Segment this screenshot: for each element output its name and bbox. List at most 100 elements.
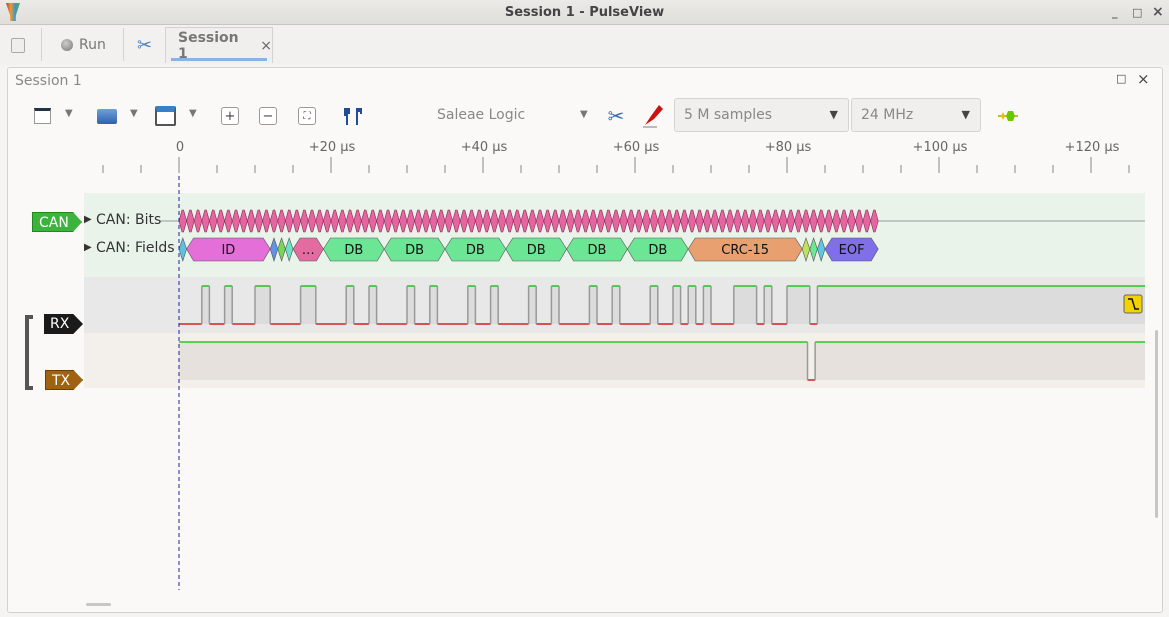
decoder-row-bg bbox=[84, 193, 1145, 277]
rx-high-fill bbox=[673, 286, 681, 324]
rx-high-fill bbox=[764, 286, 772, 324]
configure-device-icon: ✂ bbox=[607, 104, 625, 128]
divider bbox=[41, 28, 42, 61]
field-label: DB bbox=[466, 243, 485, 258]
rx-high-fill bbox=[787, 286, 810, 324]
rx-high-fill bbox=[467, 286, 476, 324]
cursors-button[interactable] bbox=[341, 106, 365, 126]
rx-high-fill bbox=[551, 286, 559, 324]
rx-label: RX bbox=[50, 316, 70, 332]
float-panel-button[interactable]: □ bbox=[1116, 72, 1127, 85]
tab-label: Session 1 bbox=[178, 29, 239, 62]
configure-device-button[interactable]: ✂ bbox=[604, 103, 628, 129]
close-panel-button[interactable]: × bbox=[1137, 70, 1150, 88]
close-tab-icon[interactable]: × bbox=[260, 37, 272, 54]
samplerate-select[interactable]: 24 MHz ▼ bbox=[851, 98, 981, 132]
vertical-scrollbar[interactable] bbox=[1155, 330, 1158, 518]
ruler-label: +60 µs bbox=[612, 140, 660, 155]
window-titlebar: Session 1 - PulseView _ □ × bbox=[0, 0, 1169, 25]
tx-high-fill bbox=[815, 342, 1145, 380]
field-label: DB bbox=[648, 243, 667, 258]
decoder-button[interactable] bbox=[996, 108, 1020, 124]
field-label: CRC-15 bbox=[721, 243, 769, 258]
minimize-button[interactable]: _ bbox=[1112, 6, 1118, 19]
zoom-out-icon: − bbox=[262, 108, 274, 124]
open-icon bbox=[97, 108, 117, 124]
can-label: CAN bbox=[39, 215, 69, 231]
rx-high-fill bbox=[224, 286, 233, 324]
run-icon bbox=[61, 39, 73, 51]
rx-high-fill bbox=[703, 286, 711, 324]
close-window-button[interactable]: × bbox=[1152, 4, 1164, 20]
save-dropdown[interactable]: ▼ bbox=[189, 108, 197, 119]
run-button[interactable]: Run bbox=[61, 27, 106, 63]
window-title: Session 1 - PulseView bbox=[504, 5, 665, 20]
tab-session-1[interactable]: Session 1 × bbox=[165, 27, 273, 63]
field-label: … bbox=[302, 243, 315, 258]
divider bbox=[123, 28, 124, 61]
rx-high-fill bbox=[528, 286, 537, 324]
zoom-out-button[interactable]: − bbox=[259, 107, 277, 125]
channel-label-tx[interactable]: TX bbox=[45, 370, 83, 390]
expand-bits-icon[interactable]: ▶ bbox=[84, 214, 92, 225]
ruler-label: +40 µs bbox=[460, 140, 508, 155]
new-session-dropdown[interactable]: ▼ bbox=[65, 108, 73, 119]
probe-button[interactable] bbox=[641, 103, 665, 129]
field-label: EOF bbox=[839, 243, 865, 258]
open-dropdown[interactable]: ▼ bbox=[130, 108, 138, 119]
chevron-down-icon: ▼ bbox=[829, 108, 838, 121]
expand-fields-icon[interactable]: ▶ bbox=[84, 242, 92, 253]
new-session-button[interactable] bbox=[32, 106, 52, 126]
zoom-fit-icon: ⛶ bbox=[303, 110, 311, 122]
zoom-fit-button[interactable]: ⛶ bbox=[298, 107, 316, 125]
ruler-label: +100 µs bbox=[912, 140, 968, 155]
samplerate-value: 24 MHz bbox=[861, 107, 914, 123]
zoom-in-button[interactable]: + bbox=[221, 107, 239, 125]
tools-icon: ✂ bbox=[137, 34, 153, 56]
field-label: DB bbox=[527, 243, 546, 258]
maximize-button[interactable]: □ bbox=[1132, 6, 1143, 19]
sample-count-select[interactable]: 5 M samples ▼ bbox=[674, 98, 849, 132]
row-label-bits: CAN: Bits bbox=[96, 212, 162, 228]
chevron-down-icon: ▼ bbox=[961, 108, 970, 121]
new-view-button[interactable] bbox=[11, 27, 25, 63]
sample-count-value: 5 M samples bbox=[684, 107, 773, 123]
ruler-label: +20 µs bbox=[308, 140, 356, 155]
device-selector[interactable]: Saleae Logic ▼ bbox=[432, 106, 592, 128]
horizontal-scrollbar[interactable] bbox=[86, 603, 111, 606]
bit-annotation bbox=[870, 209, 879, 233]
save-button[interactable] bbox=[153, 105, 177, 127]
new-view-icon bbox=[11, 37, 25, 53]
rx-high-fill bbox=[733, 286, 757, 324]
rx-high-fill bbox=[346, 286, 354, 324]
rx-high-fill bbox=[589, 286, 597, 324]
channel-label-can[interactable]: CAN bbox=[32, 212, 82, 232]
rx-high-fill bbox=[369, 286, 377, 324]
save-icon bbox=[154, 106, 176, 126]
field-label: ID bbox=[221, 243, 235, 258]
rx-high-fill bbox=[300, 286, 316, 324]
protocol-decoder-icon bbox=[998, 111, 1018, 121]
run-label: Run bbox=[79, 37, 106, 53]
main-tabbar: Run ✂ Session 1 × bbox=[0, 25, 1169, 65]
row-label-fields: CAN: Fields bbox=[96, 240, 175, 256]
channel-group-bracket[interactable] bbox=[25, 315, 33, 390]
ruler-label: +120 µs bbox=[1064, 140, 1120, 155]
cursors-icon bbox=[344, 108, 362, 125]
rx-high-fill bbox=[407, 286, 415, 324]
channel-label-rx[interactable]: RX bbox=[44, 314, 83, 334]
field-label: DB bbox=[588, 243, 607, 258]
open-button[interactable] bbox=[96, 106, 118, 126]
zoom-in-icon: + bbox=[224, 108, 236, 124]
device-settings-button[interactable]: ✂ bbox=[137, 27, 152, 63]
chevron-down-icon: ▼ bbox=[580, 109, 588, 120]
ruler-label: 0 bbox=[175, 140, 185, 155]
rx-high-fill bbox=[650, 286, 658, 324]
new-session-icon bbox=[33, 108, 51, 124]
rx-high-fill bbox=[490, 286, 499, 324]
field-label: DB bbox=[344, 243, 363, 258]
active-tab-indicator bbox=[171, 58, 267, 61]
rx-high-fill bbox=[429, 286, 438, 324]
falling-edge-trigger-icon bbox=[1128, 298, 1139, 310]
